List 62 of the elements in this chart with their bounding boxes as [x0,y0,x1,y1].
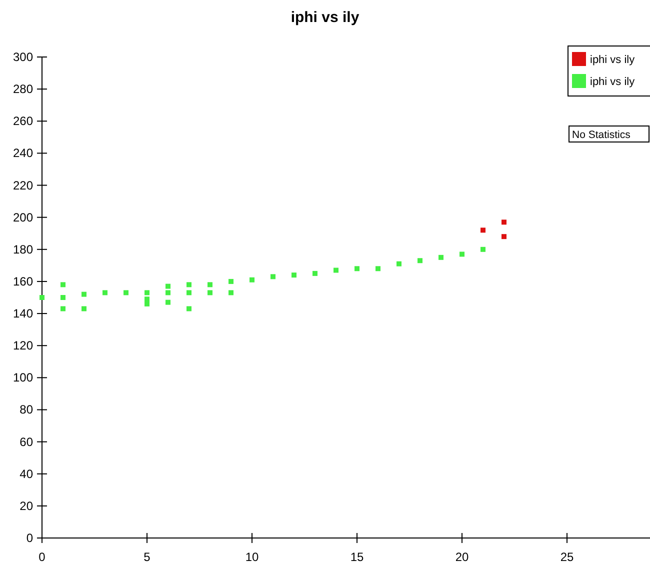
point [460,252,464,257]
point [60,282,66,288]
point [228,290,234,296]
y-tick-label: 60 [20,434,34,449]
legend-label: iphi vs ily [590,54,636,66]
point [82,292,86,297]
point [186,282,192,288]
y-tick-label: 100 [12,370,34,385]
point [228,278,234,284]
point [208,290,212,296]
point [166,300,170,305]
point [144,301,150,306]
x-tick-label: 5 [144,550,151,564]
point [166,284,170,289]
point [60,306,66,312]
point [40,295,44,300]
point [250,277,254,282]
x-tick-label: 0 [38,550,46,564]
y-tick-label: 220 [12,178,34,192]
point [144,296,150,302]
y-tick-label: 240 [12,146,34,160]
x-tick-label: 20 [455,550,469,564]
annotation: No Statistics [572,129,630,141]
point [60,295,66,300]
point [334,268,338,273]
y-tick-label: 200 [12,210,34,224]
y-tick-label: 20 [20,498,34,513]
x-tick-label: 15 [350,550,364,564]
point [502,234,506,240]
y-tick-label: 140 [12,306,34,321]
point [102,290,108,296]
x-tick-label: 10 [245,550,259,564]
point [292,272,296,278]
y-tick-label: 40 [20,466,34,481]
y-tick-label: 160 [12,274,34,288]
y-tick-label: 280 [12,82,34,96]
y-tick-label: 120 [12,338,34,353]
point [124,290,128,296]
y-tick-label: 180 [12,242,34,256]
point [376,266,380,272]
point [354,266,360,272]
legend-label: iphi vs ily [590,76,636,88]
point [396,261,402,266]
point [270,274,276,280]
point [166,290,170,296]
y-tick-label: 300 [12,50,34,64]
point [438,254,444,260]
y-tick-label: 260 [12,114,34,128]
point [186,290,192,296]
point [144,290,150,296]
point [480,228,486,233]
point [208,282,212,288]
y-tick-label: 0 [26,531,34,545]
x-tick-label: 25 [560,550,574,564]
point [82,306,86,312]
chart-title: iphi vs ily [290,9,360,26]
point [418,258,422,264]
point [502,220,506,225]
point [312,270,318,276]
y-tick-label: 80 [20,402,34,417]
point [186,306,192,312]
point [480,246,486,252]
